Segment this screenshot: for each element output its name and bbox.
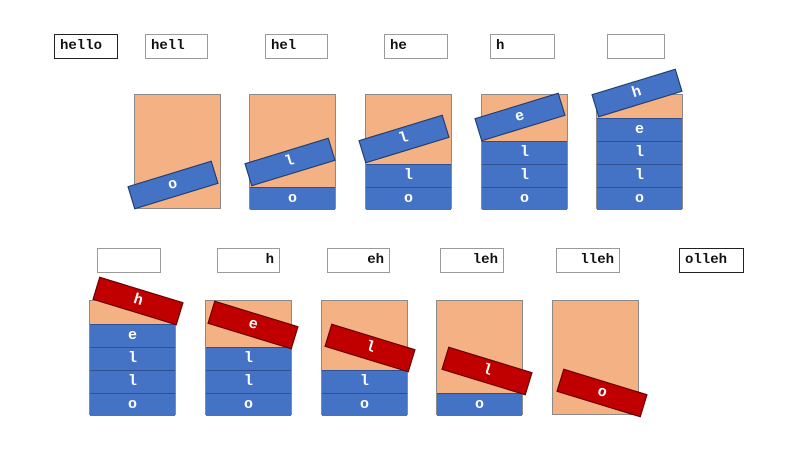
pop-label-4: leh <box>440 248 504 273</box>
pop-stack-3: l o l <box>321 300 416 416</box>
stacked-block: l <box>597 141 682 164</box>
stacked-block: o <box>366 187 451 210</box>
pop-label-6: olleh <box>679 248 744 273</box>
stacked-block: l <box>90 370 175 393</box>
stacked-block: o <box>482 187 567 210</box>
push-moving-block: l <box>358 114 450 164</box>
pop-moving-block: e <box>207 300 299 350</box>
push-label-1: hello <box>54 34 118 59</box>
stacked-block: o <box>597 187 682 210</box>
pop-moving-block: l <box>441 346 533 396</box>
pop-label-2: h <box>217 248 280 273</box>
stacked-block: l <box>322 370 407 393</box>
push-moving-block: e <box>474 92 566 142</box>
pop-moving-block: h <box>92 276 184 326</box>
push-moving-block: o <box>127 160 219 210</box>
stacked-block: e <box>597 118 682 141</box>
pop-moving-block: l <box>324 323 416 373</box>
push-stack-1: o <box>127 94 221 210</box>
stacked-block: l <box>206 347 291 370</box>
pop-stack-1: e l l o h <box>89 276 184 416</box>
stacked-block: o <box>437 393 522 416</box>
pop-label-1 <box>97 248 161 273</box>
stacked-block: l <box>206 370 291 393</box>
pop-label-3: eh <box>327 248 390 273</box>
stacked-block: o <box>206 393 291 416</box>
push-label-5: h <box>490 34 555 59</box>
push-label-2: hell <box>145 34 208 59</box>
pop-stack-4: o l <box>436 300 533 416</box>
stacked-block: o <box>250 187 335 210</box>
push-moving-block: h <box>591 68 683 118</box>
stacked-block: o <box>322 393 407 416</box>
stacked-block: o <box>90 393 175 416</box>
stacked-block: l <box>366 164 451 187</box>
stacked-block: l <box>597 164 682 187</box>
pop-stack-2: l l o e <box>205 300 299 416</box>
push-stack-3: l o l <box>358 94 452 210</box>
pop-label-5: lleh <box>556 248 620 273</box>
stacked-block: l <box>90 347 175 370</box>
pop-moving-block: o <box>556 368 648 418</box>
stacked-block: l <box>482 164 567 187</box>
push-label-3: hel <box>265 34 328 59</box>
push-label-4: he <box>384 34 448 59</box>
push-stack-4: l l o e <box>474 92 568 210</box>
pop-stack-5: o <box>552 300 648 418</box>
push-moving-block: l <box>244 137 336 187</box>
stacked-block: l <box>482 141 567 164</box>
push-stack-5: e l l o h <box>591 68 683 210</box>
push-stack-2: o l <box>244 94 336 210</box>
push-label-6 <box>607 34 665 59</box>
stacked-block: e <box>90 324 175 347</box>
